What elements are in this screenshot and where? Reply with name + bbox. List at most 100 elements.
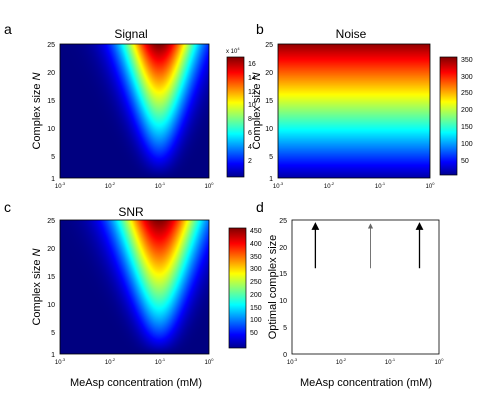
xtick-label: 10-2	[105, 357, 116, 366]
panel-a-xticks: 10-3 10-2 10-1 100	[55, 181, 214, 190]
panel-a-ylabel: Complex size N	[31, 72, 43, 149]
noise-colorbar	[439, 56, 458, 176]
colorbar-tick: 12	[248, 89, 256, 96]
panel-b-yticks: 1 5 10 15 20 25	[265, 42, 273, 183]
snr-colorbar	[228, 227, 247, 349]
ytick-label: 10	[265, 126, 273, 133]
ytick-label: 1	[51, 176, 55, 183]
ytick-label: 10	[279, 298, 287, 305]
ytick-label: 5	[51, 154, 55, 161]
panel-b-ylabel: Complex size N	[251, 72, 263, 149]
ytick-label: 10	[47, 302, 55, 309]
panel-a: a Signal 1 5 10 15 20 25 10-3 10-2 10-1 …	[4, 21, 256, 190]
colorbar-tick: 100	[461, 141, 473, 148]
colorbar-tick: 4	[248, 144, 252, 151]
colorbar-tick: 250	[461, 90, 473, 97]
ytick-label: 20	[47, 246, 55, 253]
ytick-label: 20	[47, 70, 55, 77]
signal-colorbar-ticks: 2 4 6 8 10 12 14 16	[248, 61, 256, 165]
panel-c-ylabel: Complex size N	[31, 248, 43, 325]
ytick-label: 0	[283, 352, 287, 359]
colorbar-tick: 150	[461, 124, 473, 131]
colorbar-tick: 350	[250, 254, 262, 261]
xtick-label: 10-3	[273, 181, 284, 190]
colorbar-tick: 16	[248, 61, 256, 68]
xtick-label: 10-2	[324, 181, 335, 190]
panel-d-arrows	[311, 222, 424, 269]
panel-c-xlabel: MeAsp concentration (mM)	[70, 377, 202, 389]
ytick-label: 1	[51, 352, 55, 359]
ytick-label: 15	[279, 271, 287, 278]
xtick-label: 10-1	[155, 357, 166, 366]
ytick-label: 1	[269, 176, 273, 183]
panel-letter-b: b	[256, 21, 264, 37]
ytick-label: 15	[265, 98, 273, 105]
xtick-label: 100	[205, 181, 215, 190]
panel-d-xticks: 10-3 10-2 10-1 100	[287, 357, 444, 366]
xtick-label: 10-1	[155, 181, 166, 190]
xtick-label: 100	[426, 181, 436, 190]
xtick-label: 100	[205, 357, 215, 366]
colorbar-tick: 350	[461, 57, 473, 64]
panel-d-axes-frame	[291, 219, 440, 355]
colorbar-tick: 8	[248, 116, 252, 123]
ytick-label: 25	[47, 218, 55, 225]
colorbar-tick: 200	[250, 292, 262, 299]
xtick-label: 10-2	[336, 357, 347, 366]
panel-d-xlabel: MeAsp concentration (mM)	[300, 377, 432, 389]
ytick-label: 25	[265, 42, 273, 49]
xtick-label: 10-1	[385, 357, 396, 366]
colorbar-tick: 300	[250, 266, 262, 273]
colorbar-tick: 14	[248, 75, 256, 82]
ytick-label: 10	[47, 126, 55, 133]
panel-c-title: SNR	[118, 205, 144, 219]
colorbar-tick: 300	[461, 74, 473, 81]
colorbar-tick: 2	[248, 158, 252, 165]
panel-d-yticks: 0 5 10 15 20 25	[279, 218, 287, 359]
ytick-label: 5	[51, 330, 55, 337]
panel-b-title: Noise	[336, 27, 367, 41]
signal-colorbar	[226, 56, 245, 178]
colorbar-tick: 250	[250, 279, 262, 286]
panel-b-xticks: 10-3 10-2 10-1 100	[273, 181, 435, 190]
colorbar-tick: 400	[250, 241, 262, 248]
colorbar-tick: 6	[248, 130, 252, 137]
ytick-label: 25	[47, 42, 55, 49]
ytick-label: 5	[269, 154, 273, 161]
panel-b-axes-frame	[277, 43, 431, 179]
panel-c-yticks: 1 5 10 15 20 25	[47, 218, 55, 359]
ytick-label: 20	[265, 70, 273, 77]
xtick-label: 10-3	[55, 181, 66, 190]
colorbar-tick: 100	[250, 317, 262, 324]
ytick-label: 5	[283, 325, 287, 332]
colorbar-multiplier: x 104	[226, 46, 240, 55]
panel-letter-a: a	[4, 21, 12, 37]
colorbar-tick: 50	[461, 158, 469, 165]
snr-colorbar-ticks: 50 100 150 200 250 300 350 400 450	[250, 228, 262, 337]
colorbar-tick: 450	[250, 228, 262, 235]
panel-c-xticks: 10-3 10-2 10-1 100	[55, 357, 214, 366]
xtick-label: 10-2	[105, 181, 116, 190]
panel-a-axes-frame	[59, 43, 210, 179]
panel-d-ylabel: Optimal complex size	[267, 235, 279, 340]
panel-c: c SNR 1 5 10 15 20 25 10-3 10-2 10-1 100…	[4, 199, 262, 389]
panel-a-yticks: 1 5 10 15 20 25	[47, 42, 55, 183]
ytick-label: 15	[47, 274, 55, 281]
panel-letter-c: c	[4, 199, 11, 215]
colorbar-tick: 200	[461, 107, 473, 114]
panel-a-title: Signal	[114, 27, 147, 41]
xtick-label: 10-1	[375, 181, 386, 190]
panel-d: d 0 5 10 15 20 25 10-3 10-2 10-1 100 Opt…	[256, 199, 444, 389]
noise-colorbar-ticks: 50 100 150 200 250 300 350	[461, 57, 473, 165]
colorbar-tick: 10	[248, 102, 256, 109]
panel-letter-d: d	[256, 199, 264, 215]
xtick-label: 100	[435, 357, 445, 366]
xtick-label: 10-3	[55, 357, 66, 366]
snr-heatmap	[60, 220, 209, 354]
ytick-label: 15	[47, 98, 55, 105]
panel-c-axes-frame	[59, 219, 210, 355]
ytick-label: 20	[279, 245, 287, 252]
panel-b: b Noise 1 5 10 15 20 25 10-3 10-2 10-1 1…	[251, 21, 473, 190]
ytick-label: 25	[279, 218, 287, 225]
